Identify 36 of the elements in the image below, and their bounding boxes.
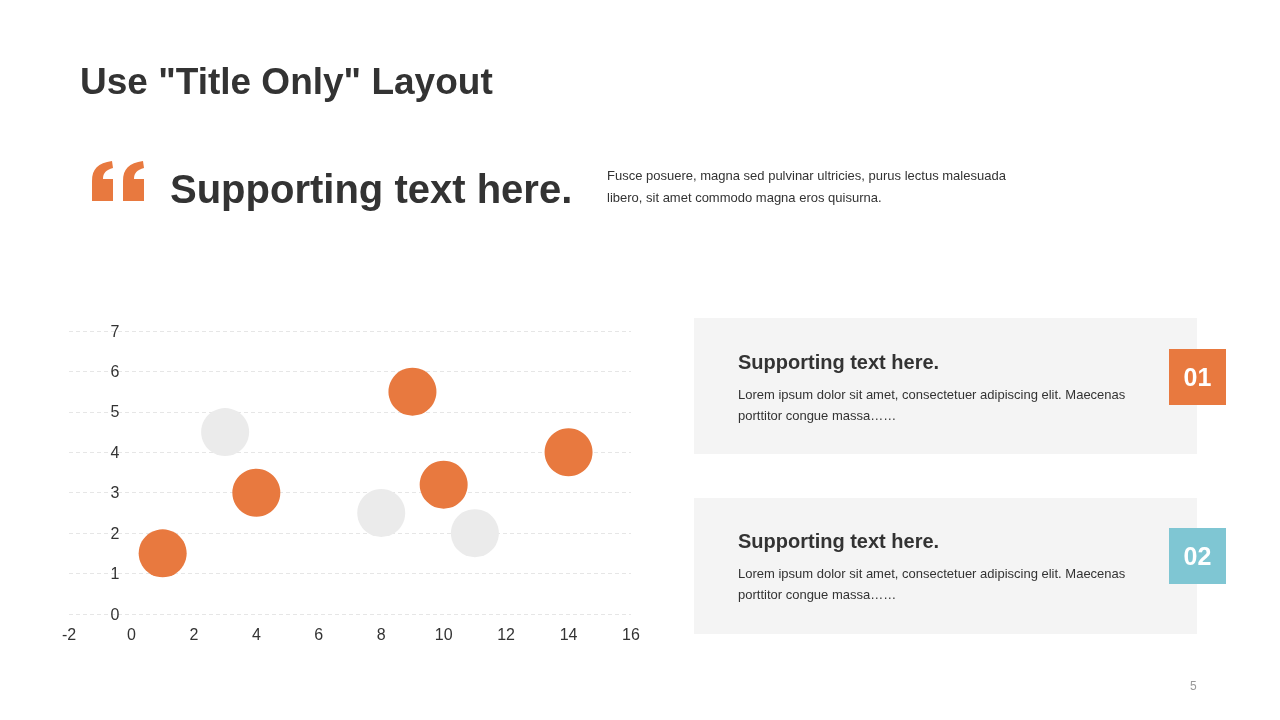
text: 02 (1169, 528, 1226, 584)
point (357, 488, 406, 537)
y-tick-label: 6 (110, 362, 120, 380)
text: Lorem ipsum dolor sit amet, consectetuer adipiscing elit. Maecenas porttitor congue massa…… (738, 565, 1127, 604)
point (388, 367, 437, 416)
point (138, 529, 187, 578)
y-tick-label: 4 (110, 443, 120, 461)
x-tick-label: 14 (559, 625, 578, 643)
point (450, 509, 499, 558)
y-tick-label: 7 (110, 322, 120, 340)
x-tick-label: 0 (126, 625, 136, 643)
y-tick-label: 0 (110, 605, 120, 623)
chart-title: Use "Title Only" Layout (80, 61, 493, 103)
x-tick-label: 10 (434, 625, 453, 643)
point (232, 468, 281, 517)
x-tick-label: -2 (61, 625, 77, 643)
y-tick-label: 2 (110, 524, 120, 542)
chart-subtitle: Supporting text here. (170, 167, 573, 212)
text: Lorem ipsum dolor sit amet, consectetuer adipiscing elit. Maecenas porttitor congue massa…… (738, 386, 1127, 425)
y-tick-label: 5 (110, 403, 120, 421)
x-tick-label: 6 (314, 625, 324, 643)
x-tick-label: 8 (376, 625, 386, 643)
x-tick-label: 2 (189, 625, 199, 643)
text: Fusce posuere, magna sed pulvinar ultricies, purus lectus malesuada libero, sit amet commodo magna eros quisurna. (607, 167, 1007, 207)
y-tick-label: 1 (110, 565, 120, 583)
x-tick-label: 16 (622, 625, 640, 643)
x-tick-label: 12 (497, 625, 516, 643)
point (201, 408, 250, 457)
text: Supporting text here. (738, 351, 940, 374)
point (544, 428, 593, 477)
text: 01 (1169, 349, 1226, 405)
point (419, 460, 468, 509)
y-tick-label: 3 (110, 484, 120, 502)
text: Supporting text here. (738, 530, 940, 553)
x-tick-label: 4 (251, 625, 261, 643)
text: 5 (1190, 679, 1197, 693)
